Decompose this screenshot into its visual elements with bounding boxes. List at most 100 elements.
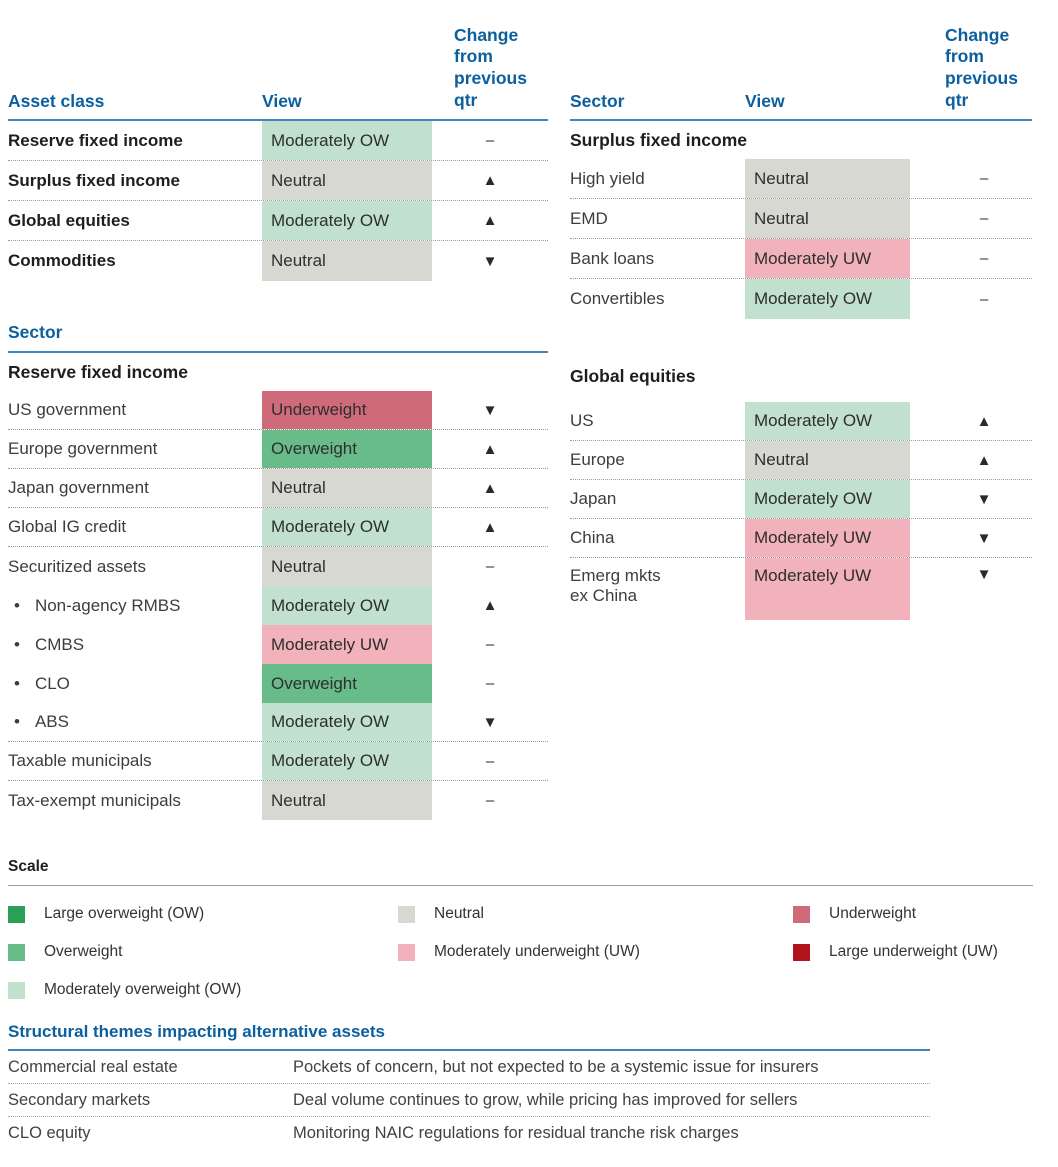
scale-legend-column: Large overweight (OW) Overweight Moderat… (8, 895, 398, 1009)
legend-label: Large underweight (UW) (829, 943, 998, 960)
legend-label: Neutral (434, 905, 484, 922)
swatch-underweight (793, 905, 810, 923)
view-cell: Neutral (745, 159, 910, 198)
subsection-header-reserve-fixed-income: Reserve fixed income (8, 361, 188, 382)
table-row: EMD Neutral – (570, 199, 1032, 239)
view-cell: Neutral (745, 441, 910, 479)
view-cell: Overweight (262, 664, 432, 703)
row-label: Bank loans (570, 248, 655, 268)
legend-item: Large overweight (OW) (8, 895, 398, 933)
row-label-text: Non-agency RMBS (34, 595, 181, 615)
table-row: Europe government Overweight ▲ (8, 430, 548, 469)
table-row: Japan government Neutral ▲ (8, 469, 548, 508)
bullet-icon: • (14, 634, 20, 654)
view-cell: Moderately OW (745, 402, 910, 440)
change-cell: ▼ (976, 566, 992, 583)
column-header-view: View (745, 91, 785, 111)
view-cell: Moderately OW (745, 279, 910, 319)
row-label: Europe government (8, 439, 158, 458)
view-cell: Moderately OW (262, 742, 432, 780)
view-cell: Neutral (262, 547, 432, 586)
theme-row: Commercial real estate Pockets of concer… (8, 1051, 930, 1084)
row-label: • CLO (8, 664, 262, 703)
row-label: Surplus fixed income (8, 170, 180, 190)
table-row: Securitized assets Neutral – (8, 547, 548, 586)
legend-item: Overweight (8, 933, 398, 971)
row-label: Global IG credit (8, 517, 127, 536)
row-label-text: ABS (34, 712, 69, 731)
table-row: US government Underweight ▼ (8, 391, 548, 430)
table-row: Emerg mkts ex China Moderately UW ▼ (570, 558, 1032, 620)
legend-label: Moderately overweight (OW) (44, 981, 242, 998)
view-cell: Overweight (262, 430, 432, 468)
row-label: Europe (570, 450, 625, 469)
column-header-change: Change from previous qtr (432, 25, 548, 113)
change-cell: ▲ (482, 172, 498, 189)
table-row: • CMBS Moderately UW – (8, 625, 548, 664)
theme-description: Deal volume continues to grow, while pri… (293, 1090, 798, 1109)
change-cell: – (979, 250, 989, 267)
legend-label: Large overweight (OW) (44, 905, 205, 922)
view-cell: Moderately UW (745, 239, 910, 278)
row-label: Commodities (8, 251, 116, 270)
table-row: Surplus fixed income Neutral ▲ (8, 161, 548, 201)
swatch-moderately-underweight (398, 943, 415, 961)
theme-label: Commercial real estate (8, 1057, 178, 1076)
row-label: Reserve fixed income (8, 130, 183, 150)
scale-legend: Scale Large overweight (OW) Overweight M… (8, 858, 1033, 1009)
subsection-header-surplus-fixed-income: Surplus fixed income (570, 129, 747, 150)
view-cell: Neutral (745, 199, 910, 238)
row-label: Convertibles (570, 289, 665, 308)
view-cell: Moderately OW (262, 586, 432, 625)
column-header-view: View (262, 91, 302, 111)
change-cell: – (979, 290, 989, 308)
scale-title: Scale (8, 858, 1033, 886)
row-label: Japan government (8, 478, 149, 497)
row-label: Securitized assets (8, 556, 146, 576)
row-label: China (570, 528, 615, 547)
row-label: Taxable municipals (8, 751, 152, 770)
view-cell: Underweight (262, 391, 432, 429)
table-row: • ABS Moderately OW ▼ (8, 703, 548, 742)
table-row: US Moderately OW ▲ (570, 402, 1032, 441)
row-label: • CMBS (8, 625, 262, 664)
column-header-change-text: Change from previous qtr (945, 24, 1018, 111)
change-cell: ▲ (482, 212, 498, 229)
structural-themes-title: Structural themes impacting alternative … (8, 1022, 930, 1051)
row-label: Japan (570, 489, 617, 508)
scale-legend-grid: Large overweight (OW) Overweight Moderat… (8, 886, 1033, 1009)
row-label: Tax-exempt municipals (8, 790, 181, 810)
scale-legend-column: Neutral Moderately underweight (UW) (398, 895, 793, 1009)
change-cell: – (979, 210, 989, 227)
section-title-sector: Sector (8, 318, 548, 353)
column-header-change-text: Change from previous qtr (454, 24, 527, 111)
row-label: High yield (570, 168, 645, 188)
legend-item: Large underweight (UW) (793, 933, 1033, 971)
row-label: Global equities (8, 210, 130, 230)
change-cell: ▼ (976, 490, 992, 508)
sector-table-global-equities: Global equities US Moderately OW ▲ Europ… (570, 366, 1032, 620)
view-cell: Moderately UW (745, 519, 910, 557)
table-row: Reserve fixed income Moderately OW – (8, 121, 548, 161)
theme-label: CLO equity (8, 1124, 91, 1142)
table-row: • Non-agency RMBS Moderately OW ▲ (8, 586, 548, 625)
table-row: High yield Neutral – (570, 159, 1032, 199)
scale-legend-column: Underweight Large underweight (UW) (793, 895, 1033, 1009)
table-row: • CLO Overweight – (8, 664, 548, 703)
table-row: Bank loans Moderately UW – (570, 239, 1032, 279)
legend-item: Moderately overweight (OW) (8, 971, 398, 1009)
theme-row: CLO equity Monitoring NAIC regulations f… (8, 1117, 930, 1150)
asset-class-table-header: Asset class View Change from previous qt… (8, 8, 548, 121)
table-row: Tax-exempt municipals Neutral – (8, 781, 548, 820)
column-header-sector: Sector (570, 91, 625, 111)
change-cell: – (979, 170, 989, 187)
view-cell: Moderately OW (745, 480, 910, 518)
swatch-moderately-overweight (8, 981, 25, 999)
view-cell: Moderately OW (262, 121, 432, 160)
view-cell: Neutral (262, 781, 432, 820)
change-cell: ▼ (482, 713, 498, 731)
legend-label: Underweight (829, 905, 917, 922)
change-cell: ▼ (482, 401, 498, 419)
change-cell: ▼ (976, 529, 992, 547)
